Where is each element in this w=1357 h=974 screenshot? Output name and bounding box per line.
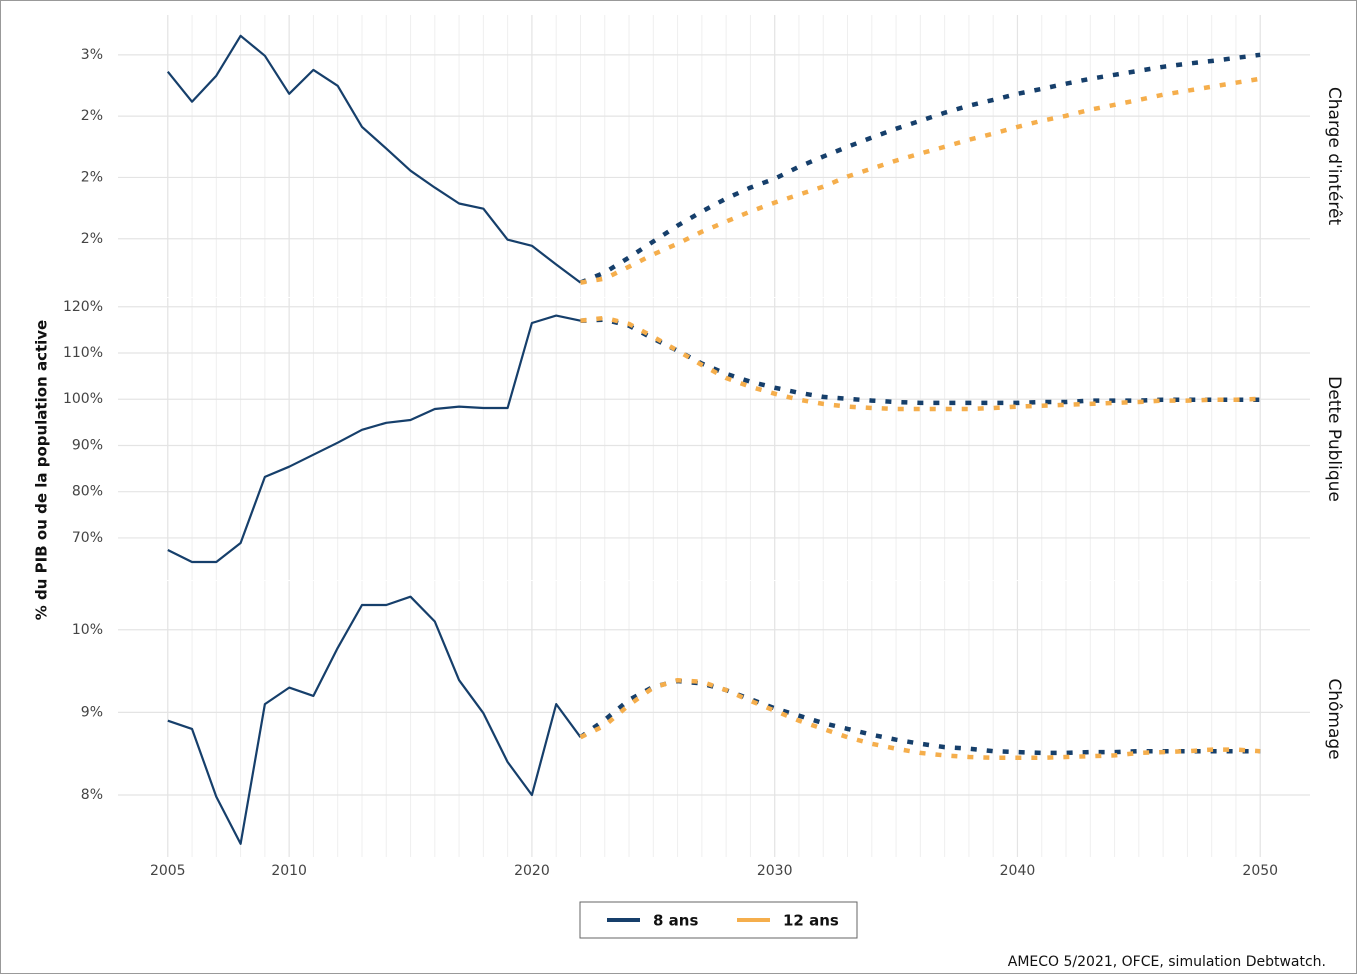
projection-line [579,52,1261,285]
y-tick-label: 2% [81,108,103,124]
y-axis-title: % du PIB ou de la population active [33,320,51,620]
x-tick-label: 2040 [1000,863,1036,879]
y-tick-label: 90% [72,437,103,453]
y-tick-label: 10% [72,622,103,638]
y-tick-label: 8% [81,787,103,803]
y-tick-label: 9% [81,704,103,720]
y-tick-label: 80% [72,484,103,500]
history-line [167,595,582,845]
history-line [167,314,581,564]
y-tick-label: 70% [72,530,103,546]
facet-title: Chômage [1324,678,1344,759]
projection-line [580,317,1261,406]
projection-line [579,677,1261,761]
legend-label: 12 ans [783,912,839,930]
x-tick-label: 2005 [150,863,186,879]
x-tick-label: 2020 [514,863,550,879]
y-tick-label: 110% [63,345,103,361]
y-tick-label: 100% [63,391,103,407]
history-line [166,34,582,284]
legend-label: 8 ans [653,912,698,930]
facet-title: Charge d'intérêt [1324,87,1344,226]
y-tick-label: 120% [63,299,103,315]
source-note: AMECO 5/2021, OFCE, simulation Debtwatch… [1008,954,1326,970]
y-tick-label: 3% [81,47,103,63]
facet-title: Dette Publique [1324,376,1344,502]
x-tick-label: 2050 [1242,863,1278,879]
y-tick-label: 2% [81,231,103,247]
x-tick-label: 2030 [757,863,793,879]
x-tick-label: 2010 [271,863,307,879]
y-tick-label: 2% [81,169,103,185]
